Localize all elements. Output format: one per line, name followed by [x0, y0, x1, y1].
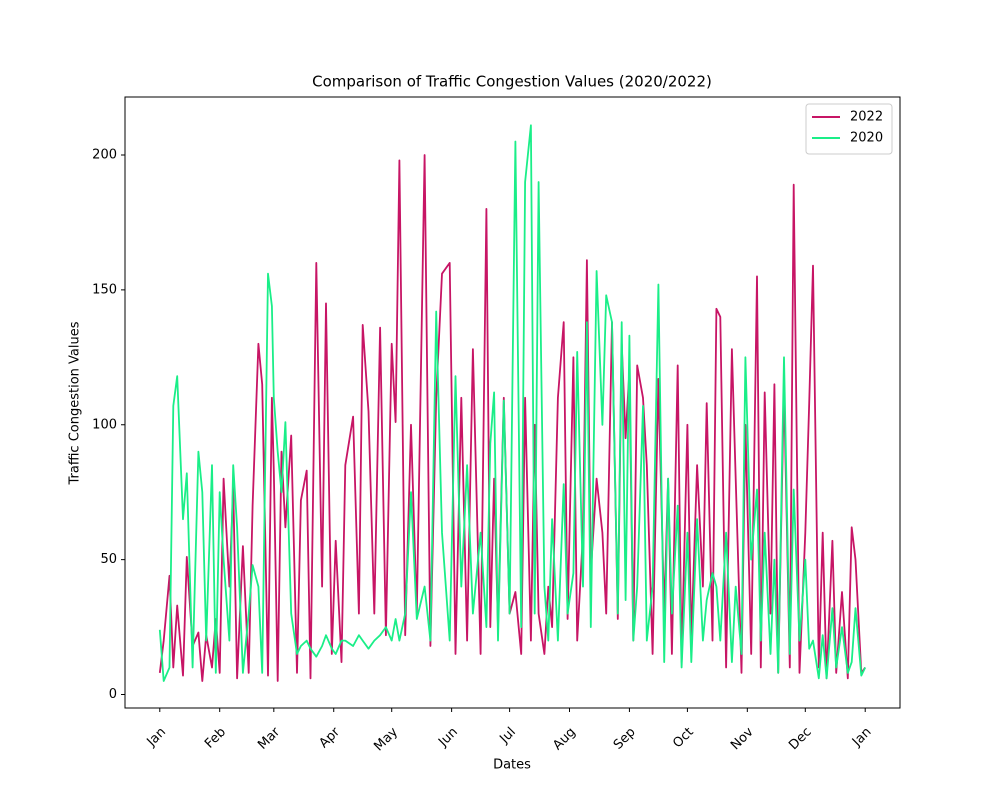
chart-title: Comparison of Traffic Congestion Values … — [312, 73, 712, 91]
plot-frame — [124, 96, 901, 709]
legend: 2022 2020 — [805, 103, 893, 155]
series-line — [158, 124, 867, 682]
y-axis-label: Traffic Congestion Values — [68, 321, 83, 485]
y-tick-label: 200 — [92, 147, 117, 162]
series-line — [158, 154, 866, 682]
y-tick-label: 50 — [100, 552, 117, 567]
legend-label: 2020 — [850, 131, 883, 146]
legend-label: 2022 — [850, 110, 883, 125]
y-tick-label: 150 — [92, 282, 117, 297]
y-tick-label: 0 — [109, 687, 117, 702]
x-axis-label: Dates — [493, 758, 531, 773]
y-tick-label: 100 — [92, 417, 117, 432]
